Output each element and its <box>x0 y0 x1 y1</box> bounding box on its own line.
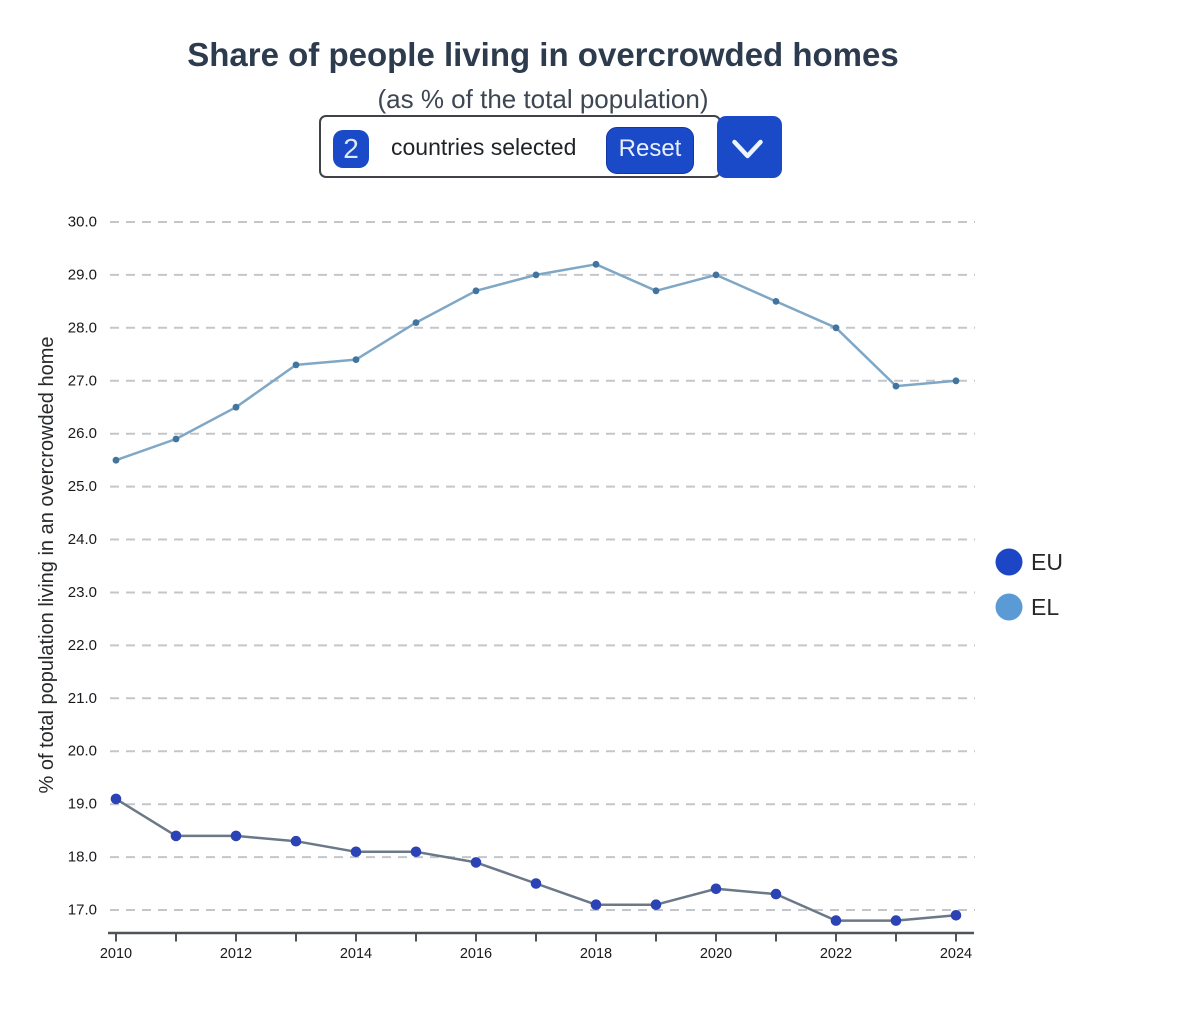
svg-text:% of total population living i: % of total population living in an overc… <box>36 337 58 794</box>
svg-text:2022: 2022 <box>820 946 852 962</box>
svg-text:2018: 2018 <box>580 946 612 962</box>
svg-text:EU: EU <box>1031 549 1063 575</box>
svg-text:19.0: 19.0 <box>68 796 97 813</box>
svg-text:2014: 2014 <box>340 946 372 962</box>
svg-text:21.0: 21.0 <box>68 690 97 707</box>
svg-text:30.0: 30.0 <box>68 214 97 231</box>
svg-text:26.0: 26.0 <box>68 425 97 442</box>
svg-text:2024: 2024 <box>940 946 972 962</box>
svg-text:28.0: 28.0 <box>68 319 97 336</box>
svg-text:23.0: 23.0 <box>68 584 97 601</box>
svg-text:2016: 2016 <box>460 946 492 962</box>
svg-text:2020: 2020 <box>700 946 732 962</box>
svg-text:17.0: 17.0 <box>68 902 97 919</box>
svg-text:2012: 2012 <box>220 946 252 962</box>
svg-text:18.0: 18.0 <box>68 849 97 866</box>
svg-text:25.0: 25.0 <box>68 478 97 495</box>
svg-text:22.0: 22.0 <box>68 637 97 654</box>
svg-text:27.0: 27.0 <box>68 372 97 389</box>
svg-text:EL: EL <box>1031 594 1059 620</box>
svg-text:2010: 2010 <box>100 946 132 962</box>
svg-text:24.0: 24.0 <box>68 531 97 548</box>
svg-text:20.0: 20.0 <box>68 743 97 760</box>
svg-text:29.0: 29.0 <box>68 266 97 283</box>
